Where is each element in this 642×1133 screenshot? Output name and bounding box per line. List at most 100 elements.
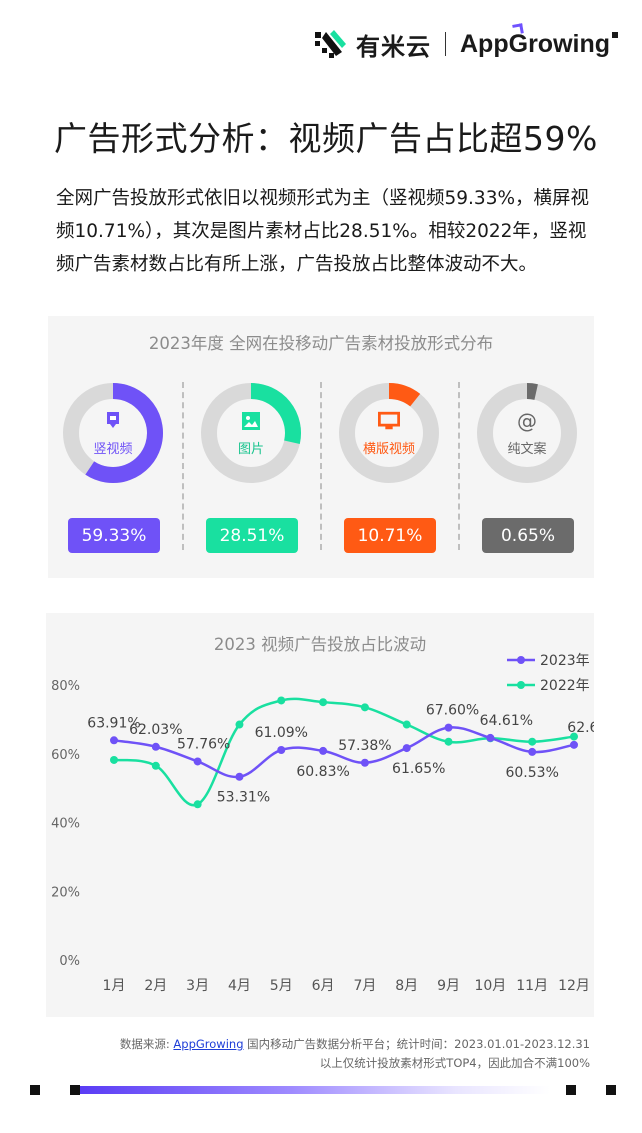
x-tick-label: 2月: [144, 978, 167, 994]
vertical-video-icon: [102, 410, 124, 432]
data-point: [110, 736, 118, 745]
distribution-title: 2023年度 全网在投移动广告素材投放形式分布: [148, 334, 494, 353]
data-label: 67.60%: [426, 703, 479, 719]
data-point: [528, 737, 537, 746]
donut-label: 纯文案: [507, 441, 547, 457]
x-tick-label: 1月: [103, 978, 126, 994]
source-note: 数据来源: AppGrowing 国内移动广告数据分析平台；统计时间：2023.…: [120, 1036, 590, 1052]
appgrowing-logo: App G rowing: [460, 22, 618, 59]
data-label: 63.91%: [87, 715, 140, 731]
x-tick-label: 11月: [516, 978, 548, 994]
donut-slice: [388, 383, 421, 407]
divider: [458, 382, 460, 550]
chart-title: 2023 视频广告投放占比波动: [214, 635, 426, 654]
data-point: [570, 732, 578, 741]
data-point: [360, 703, 369, 712]
data-point: [444, 723, 453, 732]
data-point: [235, 720, 244, 729]
percent-badge: 10.71%: [344, 518, 436, 553]
y-tick-label: 20%: [51, 885, 80, 900]
brand-name-cn: 有米云: [356, 32, 431, 61]
x-tick-label: 3月: [186, 978, 209, 994]
donut-text-only: @ 纯文案: [476, 382, 578, 484]
legend-marker: [517, 656, 525, 664]
legend-label: 2023年: [540, 653, 590, 669]
x-tick-label: 7月: [353, 978, 376, 994]
description: 全网广告投放形式依旧以视频形式为主（竖视频59.33%，横屏视频10.71%），…: [56, 188, 590, 275]
data-label: 60.83%: [296, 764, 349, 780]
donut-label: 竖视频: [93, 441, 133, 457]
brand-divider: [445, 32, 446, 56]
data-point: [151, 742, 160, 751]
donut-label: 横版视频: [362, 441, 415, 457]
image-icon: [240, 410, 262, 432]
data-label: 61.09%: [255, 725, 308, 741]
trend-chart-panel: 2023 视频广告投放占比波动 0% 20% 40% 60% 80% 1月 2月 3月 4月 5月 6…: [46, 613, 594, 1017]
brand-en-post: rowing: [528, 29, 610, 58]
distribution-panel: 2023年度 全网在投移动广告素材投放形式分布 竖视频 图片 横版视频: [48, 316, 594, 578]
data-point: [319, 746, 328, 755]
page-title: 广告形式分析：视频广告占比超59%: [54, 119, 598, 158]
brand-en-pre: App: [460, 29, 509, 58]
data-point: [486, 733, 495, 742]
x-tick-label: 8月: [395, 978, 418, 994]
donut-horizontal-video: 横版视频: [338, 382, 440, 484]
youmi-logo: 有米云: [312, 26, 431, 62]
data-point: [528, 747, 537, 756]
source-prefix: 数据来源:: [119, 1037, 170, 1051]
at-sign-icon: @: [517, 408, 537, 433]
y-tick-label: 80%: [51, 679, 80, 694]
x-tick-label: 5月: [270, 978, 293, 994]
source-link[interactable]: AppGrowing: [173, 1037, 244, 1051]
data-point: [570, 740, 578, 749]
data-point: [193, 800, 202, 809]
donut-slice: [250, 383, 301, 444]
data-point: [193, 757, 202, 766]
data-label: 60.53%: [505, 765, 558, 781]
youmi-logo-icon: [315, 30, 346, 58]
y-tick-label: 40%: [51, 817, 80, 832]
data-point: [402, 744, 411, 753]
x-tick-label: 6月: [312, 978, 335, 994]
data-label: 62.60%: [567, 720, 594, 736]
data-point: [235, 772, 244, 781]
brand-dot: [612, 32, 618, 38]
data-label: 62.03%: [129, 722, 182, 738]
data-label: 53.31%: [217, 790, 270, 806]
donut-image: 图片: [200, 382, 302, 484]
divider: [182, 382, 184, 550]
divider: [320, 382, 322, 550]
percent-badge: 28.51%: [206, 518, 298, 553]
decor-square: [70, 1085, 80, 1095]
data-point: [360, 758, 369, 767]
bottom-decoration: [0, 1085, 642, 1095]
brand-en-g: G: [509, 22, 528, 59]
donut-vertical-video: 竖视频: [62, 382, 164, 484]
data-label: 57.38%: [338, 738, 391, 754]
data-point: [319, 698, 328, 707]
data-label: 61.65%: [392, 761, 445, 777]
decor-gradient-bar: [80, 1086, 550, 1094]
y-tick-label: 0%: [59, 954, 80, 969]
x-tick-label: 12月: [558, 978, 590, 994]
x-tick-label: 10月: [474, 978, 506, 994]
x-tick-label: 9月: [437, 978, 460, 994]
x-tick-label: 4月: [228, 978, 251, 994]
header: 有米云 App G rowing: [312, 22, 618, 66]
decor-square: [606, 1085, 616, 1095]
data-point: [277, 696, 286, 705]
legend-label: 2022年: [540, 678, 590, 694]
source-suffix: 国内移动广告数据分析平台；统计时间：2023.01.01-2023.12.31: [247, 1037, 590, 1051]
line-chart: 2023 视频广告投放占比波动 0% 20% 40% 60% 80% 1月 2月 3月 4月 5月 6…: [51, 635, 594, 994]
data-point: [277, 746, 286, 755]
decor-square: [30, 1085, 40, 1095]
monitor-icon: [378, 410, 400, 432]
decor-square: [566, 1085, 576, 1095]
donut-slice: [85, 383, 163, 483]
data-point: [402, 720, 411, 729]
percent-badge: 59.33%: [68, 518, 160, 553]
percent-badge: 0.65%: [482, 518, 574, 553]
data-point: [444, 737, 453, 746]
data-label: 64.61%: [480, 713, 533, 729]
data-label: 57.76%: [177, 736, 230, 752]
